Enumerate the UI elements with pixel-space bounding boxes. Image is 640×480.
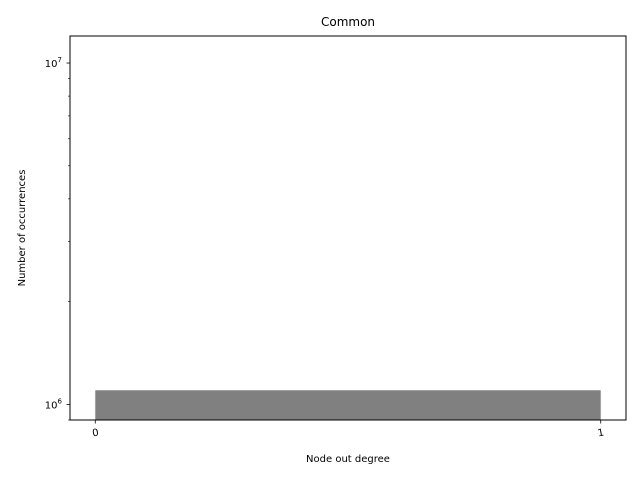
y-tick-label-1: 107 <box>45 56 62 70</box>
chart-title: Common <box>321 15 375 29</box>
plot-frame <box>69 35 627 421</box>
bar-0 <box>95 390 601 420</box>
y-tick-label-0: 106 <box>45 397 63 411</box>
y-axis-ticks: 106 107 <box>45 56 70 421</box>
bars-layer <box>95 390 601 420</box>
y-axis-label: Number of occurrences <box>17 170 28 287</box>
x-tick-label-0: 0 <box>91 428 99 440</box>
x-axis-label: Node out degree <box>306 454 390 465</box>
x-tick-label-1: 1 <box>597 428 605 440</box>
